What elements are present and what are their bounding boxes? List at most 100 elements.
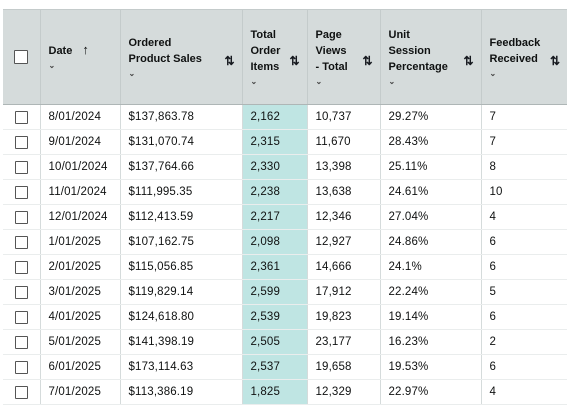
- session-cell: 24.1%: [379, 254, 481, 280]
- items-cell: 2,238: [241, 179, 307, 205]
- items-cell: 2,217: [241, 204, 307, 230]
- views-cell: 12,927: [306, 229, 380, 255]
- date-column-header[interactable]: Date ↑ ⌄: [39, 9, 120, 105]
- items-column-header[interactable]: Total Order Items ⌄ ⇅: [241, 9, 307, 105]
- row-select-cell: [3, 179, 40, 205]
- sort-ascending-arrow-icon[interactable]: ↑: [82, 42, 89, 57]
- row-checkbox[interactable]: [14, 160, 28, 174]
- row-checkbox[interactable]: [14, 260, 28, 274]
- sales-column-header[interactable]: Ordered Product Sales ⌄ ⇅: [119, 9, 242, 105]
- table-row: 7/01/2025 $113,386.19 1,825 12,329 22.97% 4: [3, 379, 567, 405]
- session-cell: 24.61%: [379, 179, 481, 205]
- views-cell: 19,658: [306, 354, 380, 380]
- row-checkbox[interactable]: [14, 285, 28, 299]
- row-checkbox[interactable]: [14, 185, 28, 199]
- date-cell: 8/01/2024: [39, 104, 120, 130]
- select-all-checkbox[interactable]: [14, 50, 29, 65]
- date-cell: 2/01/2025: [39, 254, 120, 280]
- sales-cell: $137,863.78: [119, 104, 242, 130]
- chevron-down-icon[interactable]: ⌄: [489, 68, 497, 78]
- sales-cell: $124,618.80: [119, 304, 242, 330]
- feedback-cell: 7: [480, 104, 567, 130]
- items-cell: 2,505: [241, 329, 307, 355]
- session-column-header[interactable]: Unit Session Percentage ⌄ ⇅: [379, 9, 481, 105]
- chevron-down-icon[interactable]: ⌄: [388, 76, 396, 86]
- chevron-down-icon[interactable]: ⌄: [128, 68, 136, 78]
- sales-cell: $119,829.14: [119, 279, 242, 305]
- feedback-cell: 4: [480, 379, 567, 405]
- views-cell: 17,912: [306, 279, 380, 305]
- session-cell: 24.86%: [379, 229, 481, 255]
- session-cell: 19.14%: [379, 304, 481, 330]
- sales-cell: $107,162.75: [119, 229, 242, 255]
- table-row: 10/01/2024 $137,764.66 2,330 13,398 25.11% 8: [3, 154, 567, 180]
- row-checkbox[interactable]: [14, 335, 28, 349]
- row-select-cell: [3, 204, 40, 230]
- views-cell: 23,177: [306, 329, 380, 355]
- table-row: 2/01/2025 $115,056.85 2,361 14,666 24.1% 6: [3, 254, 567, 280]
- session-cell: 29.27%: [379, 104, 481, 130]
- date-cell: 4/01/2025: [39, 304, 120, 330]
- sales-header-label: Ordered Product Sales: [128, 36, 202, 65]
- date-cell: 1/01/2025: [39, 229, 120, 255]
- table-header-row: Date ↑ ⌄ Ordered Product Sales ⌄ ⇅ Total Or…: [3, 9, 567, 105]
- chevron-down-icon[interactable]: ⌄: [250, 76, 258, 86]
- sales-cell: $115,056.85: [119, 254, 242, 280]
- views-cell: 12,346: [306, 204, 380, 230]
- feedback-cell: 2: [480, 329, 567, 355]
- items-cell: 2,098: [241, 229, 307, 255]
- feedback-cell: 10: [480, 179, 567, 205]
- sort-arrows-icon[interactable]: ⇅: [549, 54, 560, 68]
- sales-cell: $137,764.66: [119, 154, 242, 180]
- row-checkbox[interactable]: [14, 110, 28, 124]
- chevron-down-icon[interactable]: ⌄: [48, 61, 56, 70]
- row-select-cell: [3, 254, 40, 280]
- row-select-cell: [3, 129, 40, 155]
- row-select-cell: [3, 154, 40, 180]
- sort-arrows-icon[interactable]: ⇅: [224, 54, 235, 68]
- select-all-header: [3, 9, 40, 105]
- items-cell: 2,537: [241, 354, 307, 380]
- row-select-cell: [3, 279, 40, 305]
- sales-cell: $113,386.19: [119, 379, 242, 405]
- items-cell: 2,539: [241, 304, 307, 330]
- row-checkbox[interactable]: [14, 135, 28, 149]
- views-cell: 13,398: [306, 154, 380, 180]
- row-checkbox[interactable]: [14, 385, 28, 399]
- row-checkbox[interactable]: [14, 360, 28, 374]
- row-select-cell: [3, 229, 40, 255]
- table-row: 9/01/2024 $131,070.74 2,315 11,670 28.43% 7: [3, 129, 567, 155]
- row-checkbox[interactable]: [14, 310, 28, 324]
- views-column-header[interactable]: Page Views - Total ⌄ ⇅: [306, 9, 380, 105]
- date-cell: 9/01/2024: [39, 129, 120, 155]
- session-cell: 19.53%: [379, 354, 481, 380]
- session-cell: 25.11%: [379, 154, 481, 180]
- sales-cell: $173,114.63: [119, 354, 242, 380]
- feedback-cell: 5: [480, 279, 567, 305]
- session-header-label: Unit Session Percentage: [388, 28, 448, 73]
- sort-arrows-icon[interactable]: ⇅: [463, 54, 474, 68]
- date-cell: 7/01/2025: [39, 379, 120, 405]
- feedback-column-header[interactable]: Feedback Received ⌄ ⇅: [480, 9, 567, 105]
- feedback-cell: 6: [480, 229, 567, 255]
- feedback-cell: 6: [480, 354, 567, 380]
- views-cell: 13,638: [306, 179, 380, 205]
- sort-arrows-icon[interactable]: ⇅: [362, 54, 373, 68]
- date-cell: 3/01/2025: [39, 279, 120, 305]
- row-checkbox[interactable]: [14, 210, 28, 224]
- date-cell: 10/01/2024: [39, 154, 120, 180]
- table-row: 5/01/2025 $141,398.19 2,505 23,177 16.23% 2: [3, 329, 567, 355]
- session-cell: 22.97%: [379, 379, 481, 405]
- session-cell: 16.23%: [379, 329, 481, 355]
- session-cell: 28.43%: [379, 129, 481, 155]
- feedback-cell: 8: [480, 154, 567, 180]
- views-cell: 11,670: [306, 129, 380, 155]
- table-row: 11/01/2024 $111,995.35 2,238 13,638 24.61% 10: [3, 179, 567, 205]
- sales-cell: $111,995.35: [119, 179, 242, 205]
- row-checkbox[interactable]: [14, 235, 28, 249]
- chevron-down-icon[interactable]: ⌄: [315, 76, 323, 86]
- date-cell: 12/01/2024: [39, 204, 120, 230]
- table-row: 8/01/2024 $137,863.78 2,162 10,737 29.27% 7: [3, 104, 567, 130]
- sales-cell: $112,413.59: [119, 204, 242, 230]
- sort-arrows-icon[interactable]: ⇅: [289, 54, 300, 68]
